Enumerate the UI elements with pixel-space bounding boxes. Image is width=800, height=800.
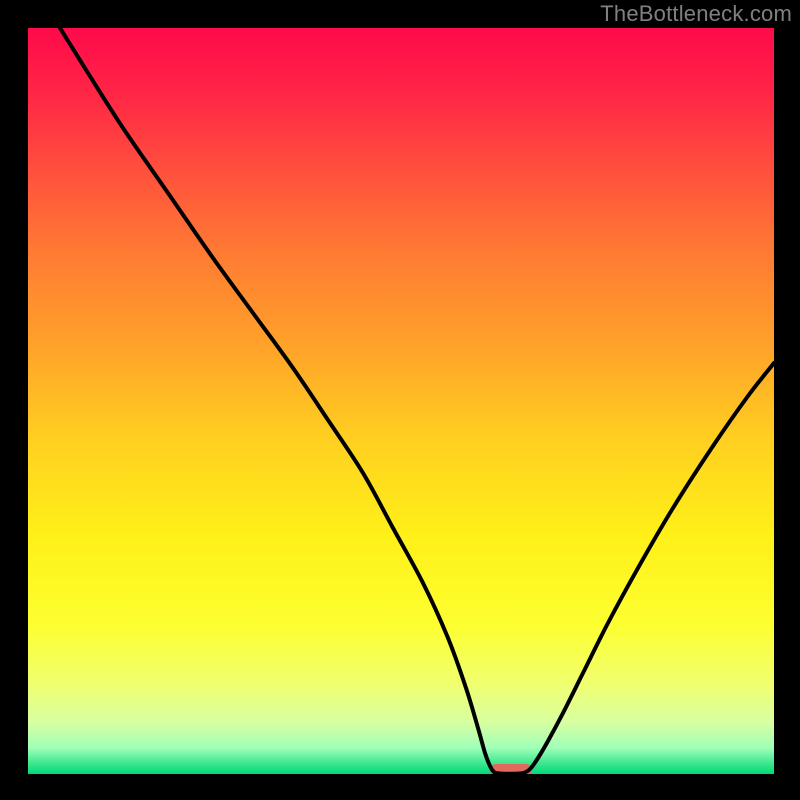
bottleneck-curve bbox=[60, 28, 774, 774]
plot-area bbox=[28, 28, 774, 774]
watermark-text: TheBottleneck.com bbox=[600, 0, 792, 28]
curve-layer bbox=[28, 28, 774, 774]
chart-frame: TheBottleneck.com bbox=[0, 0, 800, 800]
